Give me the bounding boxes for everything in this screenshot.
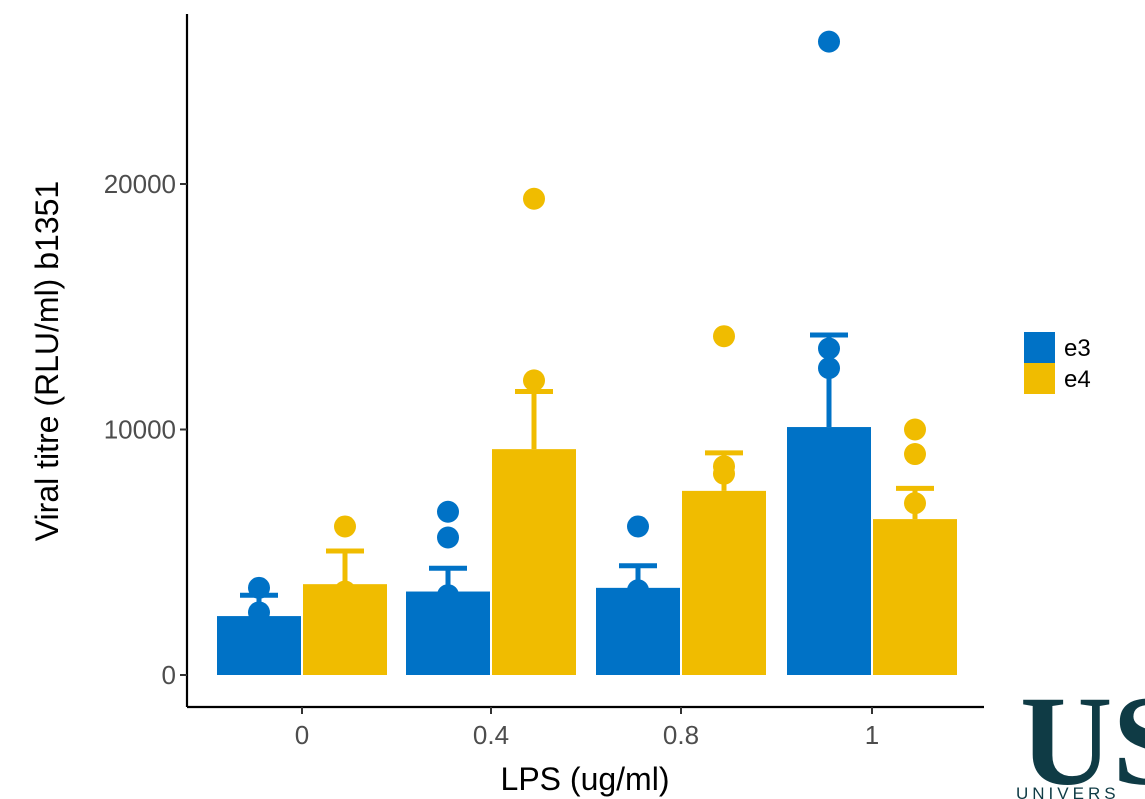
bar-e3-1 [787, 427, 871, 675]
legend-label-e3: e3 [1064, 335, 1091, 362]
data-point-e3-0.4-0 [437, 584, 459, 607]
y-tick-label-10000: 10000 [104, 415, 176, 445]
data-point-e3-0.4-1 [437, 526, 459, 549]
data-point-e4-0-1 [334, 515, 356, 538]
x-tick-label-0: 0 [295, 720, 309, 750]
y-tick-label-0: 0 [162, 660, 176, 690]
x-tick-label-1: 1 [865, 720, 879, 750]
data-point-e4-0.8-2 [713, 325, 735, 348]
bar-e3-0.8 [596, 587, 680, 675]
data-point-e4-0.4-1 [523, 187, 545, 210]
data-point-e3-1-1 [818, 337, 840, 360]
data-point-e3-1-0 [818, 357, 840, 380]
x-tick-label-0.4: 0.4 [473, 720, 509, 750]
tick-labels: 0 10000 20000 0 0.4 0.8 1 [104, 169, 880, 750]
data-point-e3-0-0 [248, 601, 270, 624]
university-logo: US UNIVERS [1016, 670, 1145, 799]
bar-e4-1 [873, 519, 957, 675]
plot-area [217, 30, 957, 675]
data-point-e3-0.8-1 [627, 515, 649, 538]
y-axis-title: Viral titre (RLU/ml) b1351 [29, 181, 65, 541]
data-point-e3-0-1 [248, 576, 270, 599]
y-tick-label-20000: 20000 [104, 169, 176, 199]
x-tick-label-0.8: 0.8 [663, 720, 699, 750]
data-point-e4-0.4-0 [523, 369, 545, 392]
data-point-e3-1-2 [818, 30, 840, 53]
logo-subtext: UNIVERS [1016, 784, 1120, 799]
legend-swatch-e3 [1024, 332, 1055, 363]
bar-e4-0.8 [682, 490, 766, 675]
legend-swatch-e4 [1024, 363, 1055, 394]
x-axis-title: LPS (ug/ml) [501, 761, 670, 797]
logo-mark: US [1020, 670, 1145, 799]
bar-e4-0.4 [492, 449, 576, 675]
legend-label-e4: e4 [1064, 366, 1091, 393]
data-point-e3-0.4-2 [437, 500, 459, 523]
data-point-e3-0.8-0 [627, 579, 649, 602]
data-point-e4-0-0 [334, 580, 356, 603]
data-point-e4-1-0 [904, 492, 926, 515]
data-point-e4-1-2 [904, 418, 926, 441]
axes [185, 14, 984, 709]
bar-e3-0 [217, 616, 301, 675]
data-point-e4-1-1 [904, 443, 926, 466]
data-point-e4-0.8-1 [713, 455, 735, 478]
